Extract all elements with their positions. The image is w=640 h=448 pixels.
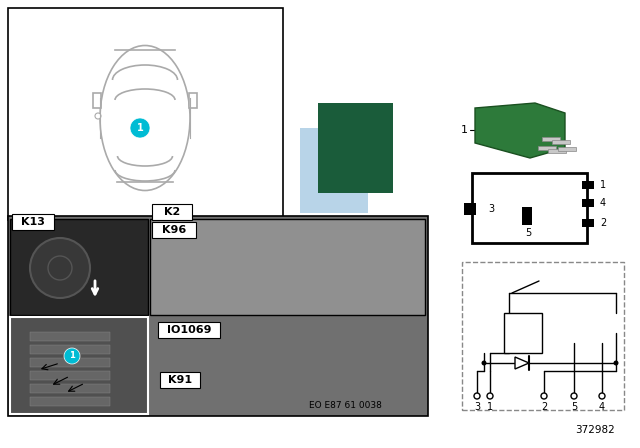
Bar xyxy=(30,358,110,367)
Circle shape xyxy=(48,256,72,280)
Circle shape xyxy=(130,118,150,138)
Text: 5: 5 xyxy=(571,402,577,412)
Bar xyxy=(160,372,200,388)
Bar xyxy=(10,317,148,414)
Polygon shape xyxy=(475,103,565,158)
Text: 5: 5 xyxy=(525,228,531,238)
Bar xyxy=(552,140,570,144)
Text: 1: 1 xyxy=(487,402,493,412)
Circle shape xyxy=(95,113,101,119)
Circle shape xyxy=(481,361,486,366)
Bar xyxy=(300,128,368,213)
Text: K96: K96 xyxy=(162,225,186,235)
Bar xyxy=(30,384,110,393)
Text: 2: 2 xyxy=(600,218,606,228)
Bar xyxy=(548,149,566,153)
Bar xyxy=(10,219,148,315)
Bar xyxy=(158,322,220,338)
Bar xyxy=(12,214,54,230)
Bar xyxy=(318,103,393,193)
Bar xyxy=(582,199,594,207)
Bar xyxy=(30,371,110,380)
Text: 1: 1 xyxy=(69,352,75,361)
Text: 3: 3 xyxy=(474,402,480,412)
Circle shape xyxy=(599,393,605,399)
Text: 372982: 372982 xyxy=(575,425,615,435)
Circle shape xyxy=(64,348,80,364)
Circle shape xyxy=(487,393,493,399)
Text: K13: K13 xyxy=(21,217,45,227)
Bar xyxy=(152,222,196,238)
Text: K2: K2 xyxy=(164,207,180,217)
Bar xyxy=(93,93,101,108)
Bar xyxy=(472,173,587,243)
Bar xyxy=(30,345,110,354)
Bar xyxy=(189,93,197,108)
Text: IO1069: IO1069 xyxy=(167,325,211,335)
Text: 1: 1 xyxy=(461,125,468,135)
Bar xyxy=(582,219,594,227)
Bar xyxy=(152,204,192,220)
Text: 3: 3 xyxy=(488,204,494,214)
Text: 4: 4 xyxy=(600,198,606,208)
Text: 4: 4 xyxy=(599,402,605,412)
Circle shape xyxy=(474,393,480,399)
Circle shape xyxy=(571,393,577,399)
Bar xyxy=(8,8,283,220)
Ellipse shape xyxy=(100,46,190,190)
Bar xyxy=(8,216,428,416)
Polygon shape xyxy=(515,357,529,369)
Text: 1: 1 xyxy=(136,123,143,133)
Text: 2: 2 xyxy=(541,402,547,412)
Bar xyxy=(464,203,476,215)
Bar xyxy=(30,332,110,341)
Bar xyxy=(582,181,594,189)
Bar xyxy=(462,262,624,410)
Bar xyxy=(150,219,425,315)
Text: K91: K91 xyxy=(168,375,192,385)
Bar xyxy=(542,137,560,141)
Text: EO E87 61 0038: EO E87 61 0038 xyxy=(308,401,381,410)
Circle shape xyxy=(30,238,90,298)
Bar xyxy=(504,313,542,353)
Bar xyxy=(558,147,576,151)
Text: 1: 1 xyxy=(600,180,606,190)
Circle shape xyxy=(614,361,618,366)
Circle shape xyxy=(541,393,547,399)
Bar xyxy=(538,146,556,150)
Bar xyxy=(522,207,532,225)
Bar xyxy=(30,397,110,406)
